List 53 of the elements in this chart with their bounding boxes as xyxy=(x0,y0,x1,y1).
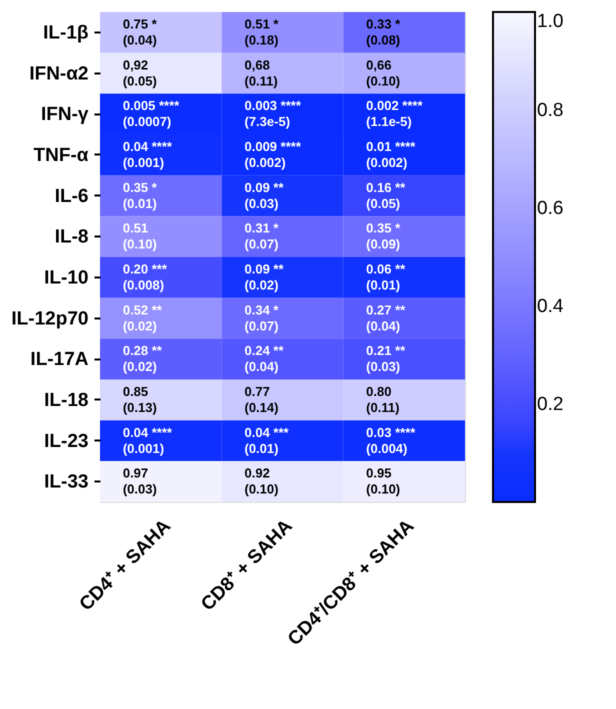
data-label: 0.31 * (0.07) xyxy=(244,220,280,252)
data-label: 0.97 (0.03) xyxy=(122,466,157,497)
data-label: 0.95 (0.10) xyxy=(366,466,400,497)
data-label: 0.03 **** (0.004) xyxy=(366,424,416,456)
data-label: 0.009 **** (0.002) xyxy=(244,138,302,170)
data-label: 0.33 * (0.08) xyxy=(366,16,402,48)
data-label: 0.28 ** (0.02) xyxy=(122,343,163,374)
color-bar-label: 0.4 xyxy=(537,296,564,317)
data-label: 0.75 * (0.04) xyxy=(122,16,158,48)
y-tick-label: IL-8 xyxy=(54,226,88,248)
y-tick-label: TNF-α xyxy=(34,144,89,166)
data-label: 0.20 *** (0.008) xyxy=(122,261,168,292)
data-label: 0.01 **** (0.002) xyxy=(366,138,416,170)
color-bar-label: 1.0 xyxy=(537,11,564,32)
data-label: 0,92 (0.05) xyxy=(122,57,157,88)
y-tick-label: IL-10 xyxy=(44,267,88,288)
y-tick-label: IL-33 xyxy=(44,472,88,493)
data-label: 0.80 (0.11) xyxy=(366,384,400,415)
data-label: 0.005 **** (0.0007) xyxy=(122,98,180,130)
data-label: 0.51 (0.10) xyxy=(122,220,157,252)
color-bar-label: 0.8 xyxy=(537,100,564,121)
data-label: 0.21 ** (0.03) xyxy=(366,343,406,374)
data-label: 0.35 * (0.01) xyxy=(122,180,158,211)
color-bar-label: 0.2 xyxy=(537,394,564,415)
data-label: 0.51 * (0.18) xyxy=(244,16,280,48)
data-label: 0.52 ** (0.02) xyxy=(122,302,163,334)
color-bar-label: 0.6 xyxy=(537,198,564,219)
data-label: 0.002 **** (1.1e-5) xyxy=(366,98,424,130)
data-label: 0.85 (0.13) xyxy=(122,384,157,415)
data-label: 0.003 **** (7.3e-5) xyxy=(244,98,302,130)
y-tick-label: IFN-α2 xyxy=(29,63,88,84)
data-label: 0.09 ** (0.03) xyxy=(244,180,284,211)
data-label: 0.04 **** (0.001) xyxy=(122,138,173,170)
data-label: 0.77 (0.14) xyxy=(244,384,278,415)
data-label: 0,66 (0.10) xyxy=(366,57,400,88)
data-label: 0,68 (0.11) xyxy=(244,57,278,88)
y-tick-label: IL-17A xyxy=(30,349,89,370)
y-tick-label: IL-23 xyxy=(44,430,88,452)
data-label: 0.09 ** (0.02) xyxy=(244,261,284,292)
data-label: 0.27 ** (0.04) xyxy=(366,302,406,334)
y-tick-label: IFN-γ xyxy=(41,104,89,126)
y-tick-label: IL-1β xyxy=(43,22,88,44)
y-tick-label: IL-6 xyxy=(54,186,88,207)
data-label: 0.16 ** (0.05) xyxy=(366,180,406,211)
data-label: 0.06 ** (0.01) xyxy=(366,261,406,292)
data-label: 0.35 * (0.09) xyxy=(366,220,402,252)
data-label: 0.92 (0.10) xyxy=(244,466,278,497)
data-label: 0.24 ** (0.04) xyxy=(244,343,284,374)
data-label: 0.34 * (0.07) xyxy=(244,302,280,334)
y-tick-label: IL-12p70 xyxy=(11,308,88,330)
data-label: 0.04 *** (0.01) xyxy=(244,424,290,456)
y-tick-label: IL-18 xyxy=(44,390,88,411)
data-label: 0.04 **** (0.001) xyxy=(122,424,173,456)
